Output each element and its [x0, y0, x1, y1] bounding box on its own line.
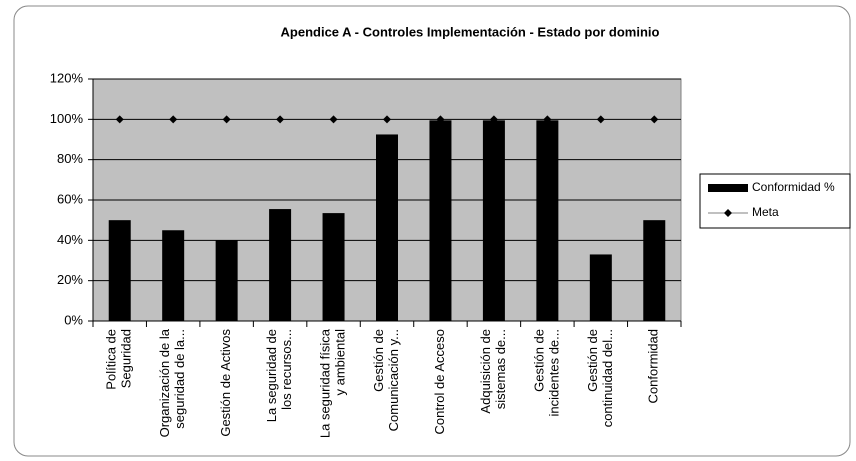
marker	[222, 115, 231, 124]
y-tick-label: 40%	[57, 232, 83, 247]
x-tick-label: La seguridad de	[264, 329, 279, 422]
x-tick-label: Control de Acceso	[432, 329, 447, 435]
x-tick-label: Comunicación y...	[386, 329, 401, 431]
legend-label: Meta	[752, 205, 779, 219]
y-tick-label: 120%	[50, 70, 84, 85]
marker	[436, 115, 445, 124]
bar	[589, 254, 612, 321]
bar	[376, 134, 398, 321]
y-tick-label: 60%	[57, 191, 83, 206]
y-tick-label: 100%	[50, 111, 84, 126]
x-tick-label: y ambiental	[332, 329, 347, 396]
x-tick-label: sistemas de...	[493, 329, 508, 409]
marker	[596, 115, 605, 124]
x-tick-label: Organización de la	[157, 328, 172, 437]
x-tick-label: Gestión de Activos	[218, 329, 233, 437]
bar	[536, 120, 559, 321]
marker	[543, 115, 552, 124]
x-tick-label: Seguridad	[119, 329, 134, 388]
marker	[169, 115, 178, 124]
y-tick-label: 0%	[64, 312, 83, 327]
x-tick-label: Adquisición de	[478, 329, 493, 414]
bar	[429, 120, 452, 321]
marker	[650, 115, 659, 124]
x-tick-label: seguridad de la...	[172, 329, 187, 429]
x-tick-label: Gestión de	[531, 329, 546, 392]
marker	[383, 115, 391, 124]
x-tick-label: Gestión de	[585, 329, 600, 392]
marker	[276, 115, 285, 124]
x-tick-label: Política de	[104, 329, 119, 390]
legend	[699, 173, 851, 229]
x-tick-label: Conformidad	[646, 329, 661, 403]
bar	[482, 120, 505, 321]
legend-label: Conformidad %	[752, 180, 835, 194]
legend-marker	[724, 209, 732, 217]
bar	[215, 240, 238, 321]
marker	[329, 115, 338, 124]
legend-swatch	[708, 184, 748, 192]
y-tick-label: 80%	[57, 151, 83, 166]
bar	[108, 220, 131, 321]
bar	[322, 213, 345, 321]
x-tick-label: Gestión de	[371, 329, 386, 392]
x-tick-label: La seguridad física	[317, 328, 332, 438]
bar	[162, 230, 185, 321]
x-tick-label: los recursos...	[279, 329, 294, 410]
x-tick-label: continuidad del...	[600, 329, 615, 427]
x-tick-label: incidentes de...	[546, 329, 561, 416]
bar	[643, 220, 666, 321]
y-tick-label: 20%	[57, 272, 83, 287]
bar	[269, 209, 292, 321]
marker	[489, 115, 498, 124]
chart-title: Apendice A - Controles Implementación - …	[281, 24, 660, 39]
marker	[115, 115, 124, 124]
